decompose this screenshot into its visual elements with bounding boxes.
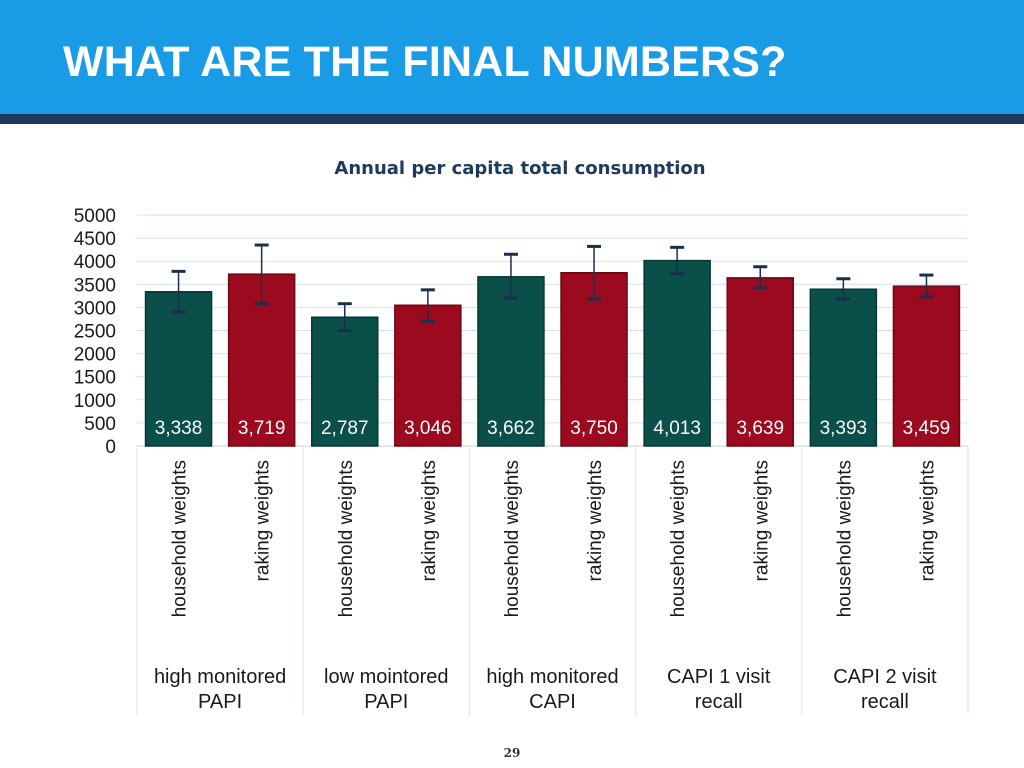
x-category-label: household weights — [834, 460, 855, 617]
data-label: 3,338 — [155, 418, 203, 439]
y-tick-label: 5000 — [74, 206, 116, 227]
group-label: high monitored CAPI — [486, 666, 618, 713]
x-category-label: raking weights — [253, 460, 274, 581]
y-tick-label: 500 — [84, 414, 116, 435]
data-label: 4,013 — [653, 418, 701, 439]
y-tick-label: 4500 — [74, 229, 116, 250]
y-tick-label: 2000 — [74, 345, 116, 366]
header-band — [0, 0, 1024, 114]
y-tick-label: 2500 — [74, 322, 116, 343]
slide-title: WHAT ARE THE FINAL NUMBERS? — [63, 38, 787, 86]
bar — [643, 259, 711, 447]
bar — [809, 288, 878, 447]
x-category-label: household weights — [336, 460, 357, 617]
chart-title: Annual per capita total consumption — [334, 158, 705, 179]
x-category-label: raking weights — [751, 460, 772, 581]
data-label: 3,750 — [570, 418, 618, 439]
y-tick-label: 0 — [105, 437, 116, 458]
x-category-label: household weights — [170, 460, 191, 617]
y-tick-label: 3500 — [74, 275, 116, 296]
x-category-label: raking weights — [585, 460, 606, 581]
y-tick-label: 1500 — [74, 368, 116, 389]
data-label: 3,662 — [487, 418, 535, 439]
bar — [144, 291, 213, 447]
data-label: 3,393 — [820, 418, 868, 439]
y-tick-label: 1000 — [74, 391, 116, 412]
x-category-label: raking weights — [419, 460, 440, 581]
page-number: 29 — [503, 746, 521, 760]
data-label: 2,787 — [321, 418, 369, 439]
data-label: 3,639 — [736, 418, 784, 439]
bar — [477, 276, 545, 447]
group-label: low mointored PAPI — [324, 666, 449, 713]
bar — [311, 316, 379, 447]
group-label: CAPI 2 visit recall — [833, 666, 937, 713]
x-category-label: household weights — [502, 460, 523, 617]
bar — [560, 272, 628, 447]
y-tick-label: 4000 — [74, 252, 116, 273]
data-label: 3,459 — [903, 418, 951, 439]
header-underline — [0, 114, 1024, 124]
bar-chart: Annual per capita total consumption05001… — [74, 158, 969, 715]
y-tick-label: 3000 — [74, 298, 116, 319]
x-category-label: household weights — [668, 460, 689, 617]
group-label: CAPI 1 visit recall — [667, 666, 771, 713]
x-category-label: raking weights — [917, 460, 938, 581]
data-label: 3,046 — [404, 418, 452, 439]
group-label: high monitored PAPI — [154, 666, 286, 713]
bar — [726, 277, 794, 447]
bar — [892, 285, 961, 447]
data-label: 3,719 — [238, 418, 286, 439]
